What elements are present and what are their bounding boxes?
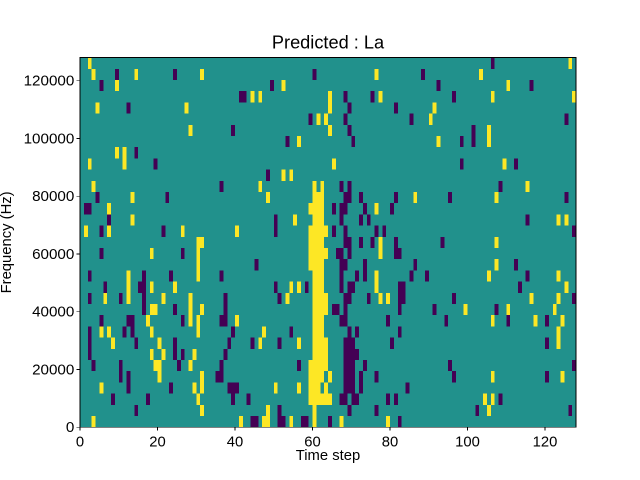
svg-text:60000: 60000: [32, 246, 74, 263]
svg-text:20: 20: [149, 434, 165, 450]
svg-text:60: 60: [304, 434, 320, 450]
svg-text:100000: 100000: [24, 130, 75, 147]
svg-text:120: 120: [533, 434, 558, 450]
svg-text:0: 0: [76, 434, 84, 450]
svg-text:Time step: Time step: [296, 448, 360, 464]
svg-text:40: 40: [227, 434, 243, 450]
svg-text:100: 100: [455, 434, 480, 450]
svg-text:40000: 40000: [32, 304, 74, 321]
svg-text:Predicted : La: Predicted : La: [272, 33, 385, 53]
svg-text:0: 0: [66, 419, 74, 436]
svg-text:120000: 120000: [24, 73, 75, 90]
svg-text:20000: 20000: [32, 361, 74, 378]
svg-text:80000: 80000: [32, 188, 74, 205]
svg-text:Frequency (Hz): Frequency (Hz): [0, 191, 15, 293]
svg-text:80: 80: [382, 434, 398, 450]
